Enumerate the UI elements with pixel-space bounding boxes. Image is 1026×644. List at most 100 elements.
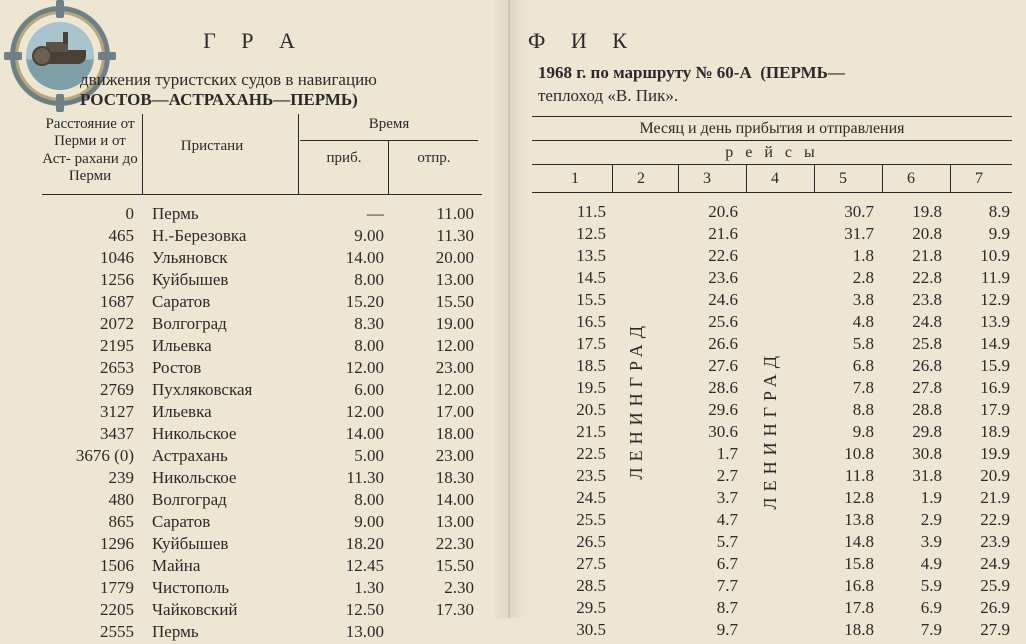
- cell-voyage: 14.9: [948, 334, 1010, 354]
- cell-distance: 2072: [42, 314, 134, 334]
- col-number: 4: [744, 170, 806, 188]
- vertical-label-col2: ЛЕНИНГРАД: [626, 320, 647, 480]
- cell-station: Пермь: [152, 204, 302, 224]
- col-number: 1: [544, 170, 606, 188]
- cell-voyage: 8.8: [812, 400, 874, 420]
- cell-voyage: 6.8: [812, 356, 874, 376]
- hdr-mesyats: Месяц и день прибытия и отправления: [532, 120, 1012, 138]
- cell-voyage: 29.5: [544, 598, 606, 618]
- table-row: 16.525.64.824.813.9: [532, 312, 1012, 334]
- cell-voyage: 21.5: [544, 422, 606, 442]
- cell-voyage: 20.5: [544, 400, 606, 420]
- cell-distance: 239: [42, 468, 134, 488]
- cell-distance: 2653: [42, 358, 134, 378]
- cell-voyage: 22.8: [880, 268, 942, 288]
- cell-voyage: 26.6: [676, 334, 738, 354]
- table-row: 1046Ульяновск14.0020.00: [42, 248, 482, 270]
- cell-voyage: 16.5: [544, 312, 606, 332]
- cell-arrival: 12.00: [304, 402, 384, 422]
- table-row: 1296Куйбышев18.2022.30: [42, 534, 482, 556]
- table-row: 865Саратов9.0013.00: [42, 512, 482, 534]
- cell-voyage: 4.7: [676, 510, 738, 530]
- cell-voyage: 16.8: [812, 576, 874, 596]
- cell-arrival: 11.30: [304, 468, 384, 488]
- table-row: 2072Волгоград8.3019.00: [42, 314, 482, 336]
- cell-voyage: 31.8: [880, 466, 942, 486]
- table-row: 239Никольское11.3018.30: [42, 468, 482, 490]
- cell-distance: 2555: [42, 622, 134, 642]
- hdr-prib: приб.: [304, 150, 384, 167]
- cell-station: Н.-Березовка: [152, 226, 302, 246]
- table-row: 1256Куйбышев8.0013.00: [42, 270, 482, 292]
- cell-arrival: 15.20: [304, 292, 384, 312]
- cell-station: Никольское: [152, 424, 302, 444]
- cell-distance: 3127: [42, 402, 134, 422]
- cell-arrival: 12.45: [304, 556, 384, 576]
- cell-voyage: 25.6: [676, 312, 738, 332]
- cell-voyage: 3.9: [880, 532, 942, 552]
- cell-voyage: 23.9: [948, 532, 1010, 552]
- cell-departure: 12.00: [394, 380, 474, 400]
- table-row: 30.59.718.87.927.9: [532, 620, 1012, 642]
- table-row: 27.56.715.84.924.9: [532, 554, 1012, 576]
- table-row: 2769Пухляковская6.0012.00: [42, 380, 482, 402]
- cell-voyage: 30.8: [880, 444, 942, 464]
- table-row: 25.54.713.82.922.9: [532, 510, 1012, 532]
- col-number: 6: [880, 170, 942, 188]
- hdr-pristani: Пристани: [152, 138, 272, 155]
- table-row: 3127Ильевка12.0017.00: [42, 402, 482, 424]
- cell-voyage: 29.6: [676, 400, 738, 420]
- subtitle-left: движения туристских судов в навигацию РО…: [80, 70, 500, 110]
- cell-voyage: 31.7: [812, 224, 874, 244]
- cell-voyage: 11.5: [544, 202, 606, 222]
- cell-voyage: 1.7: [676, 444, 738, 464]
- hdr-distance: Расстояние от Перми и от Аст- рахани до …: [42, 116, 138, 185]
- cell-voyage: 1.9: [880, 488, 942, 508]
- table-row: 12.521.631.720.89.9: [532, 224, 1012, 246]
- cell-voyage: 14.8: [812, 532, 874, 552]
- cell-voyage: 7.8: [812, 378, 874, 398]
- col-number: 7: [948, 170, 1010, 188]
- cell-departure: 22.30: [394, 534, 474, 554]
- cell-voyage: 9.9: [948, 224, 1010, 244]
- cell-voyage: 3.8: [812, 290, 874, 310]
- cell-station: Чистополь: [152, 578, 302, 598]
- cell-voyage: 9.7: [676, 620, 738, 640]
- cell-arrival: 12.00: [304, 358, 384, 378]
- cell-distance: 480: [42, 490, 134, 510]
- cell-arrival: 6.00: [304, 380, 384, 400]
- cell-voyage: 7.9: [880, 620, 942, 640]
- cell-voyage: 9.8: [812, 422, 874, 442]
- cell-distance: 865: [42, 512, 134, 532]
- table-row: 14.523.62.822.811.9: [532, 268, 1012, 290]
- cell-arrival: 9.00: [304, 226, 384, 246]
- cell-voyage: 28.6: [676, 378, 738, 398]
- cell-station: Ростов: [152, 358, 302, 378]
- cell-station: Волгоград: [152, 490, 302, 510]
- table-row: 13.522.61.821.810.9: [532, 246, 1012, 268]
- cell-voyage: 28.5: [544, 576, 606, 596]
- cell-voyage: 24.6: [676, 290, 738, 310]
- cell-voyage: 11.9: [948, 268, 1010, 288]
- table-row: 3437Никольское14.0018.00: [42, 424, 482, 446]
- cell-departure: 2.30: [394, 578, 474, 598]
- cell-station: Никольское: [152, 468, 302, 488]
- cell-voyage: 11.8: [812, 466, 874, 486]
- cell-distance: 2769: [42, 380, 134, 400]
- cell-arrival: 18.20: [304, 534, 384, 554]
- cell-voyage: 1.8: [812, 246, 874, 266]
- cell-voyage: 21.9: [948, 488, 1010, 508]
- cell-departure: 20.00: [394, 248, 474, 268]
- cell-voyage: 10.9: [948, 246, 1010, 266]
- cell-departure: 19.00: [394, 314, 474, 334]
- col-number: 2: [610, 170, 672, 188]
- sub-right-1a: 1968 г. по маршруту № 60-А: [538, 63, 752, 82]
- sub-right-1b: (ПЕРМЬ—: [760, 63, 845, 82]
- cell-voyage: 25.9: [948, 576, 1010, 596]
- cell-distance: 1046: [42, 248, 134, 268]
- subtitle-left-line1: движения туристских судов в навигацию: [80, 70, 377, 89]
- cell-arrival: 12.50: [304, 600, 384, 620]
- cell-distance: 1779: [42, 578, 134, 598]
- cell-departure: 18.00: [394, 424, 474, 444]
- table-row: 480Волгоград8.0014.00: [42, 490, 482, 512]
